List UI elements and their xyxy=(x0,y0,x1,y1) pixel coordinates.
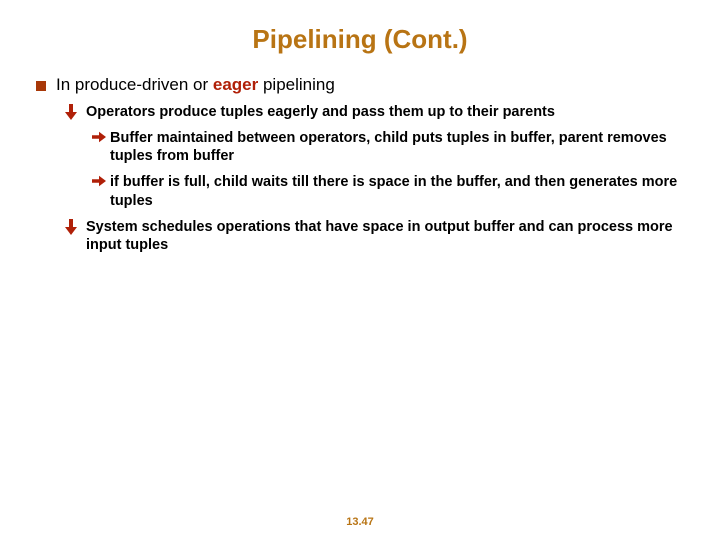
l1-prefix: In produce-driven or xyxy=(56,75,213,94)
bullet-l3-text: if buffer is full, child waits till ther… xyxy=(110,173,684,209)
bullet-level2: System schedules operations that have sp… xyxy=(64,218,684,254)
slide-number: 13.47 xyxy=(0,516,720,528)
arrow-right-icon xyxy=(92,174,106,188)
l1-keyword: eager xyxy=(213,75,258,94)
bullet-level3: Buffer maintained between operators, chi… xyxy=(92,129,684,165)
bullet-l2-text: System schedules operations that have sp… xyxy=(86,218,684,254)
square-bullet-icon xyxy=(36,81,46,91)
arrow-right-icon xyxy=(92,130,106,144)
bullet-l2-text: Operators produce tuples eagerly and pas… xyxy=(86,103,555,121)
slide-title: Pipelining (Cont.) xyxy=(36,24,684,55)
bullet-l3-text: Buffer maintained between operators, chi… xyxy=(110,129,684,165)
bullet-level2: Operators produce tuples eagerly and pas… xyxy=(64,103,684,121)
bullet-l1-text: In produce-driven or eager pipelining xyxy=(56,75,335,95)
arrow-down-icon xyxy=(64,104,78,120)
l1-suffix: pipelining xyxy=(258,75,335,94)
slide: Pipelining (Cont.) In produce-driven or … xyxy=(0,0,720,540)
bullet-level1: In produce-driven or eager pipelining xyxy=(36,75,684,95)
bullet-level3: if buffer is full, child waits till ther… xyxy=(92,173,684,209)
arrow-down-icon xyxy=(64,219,78,235)
